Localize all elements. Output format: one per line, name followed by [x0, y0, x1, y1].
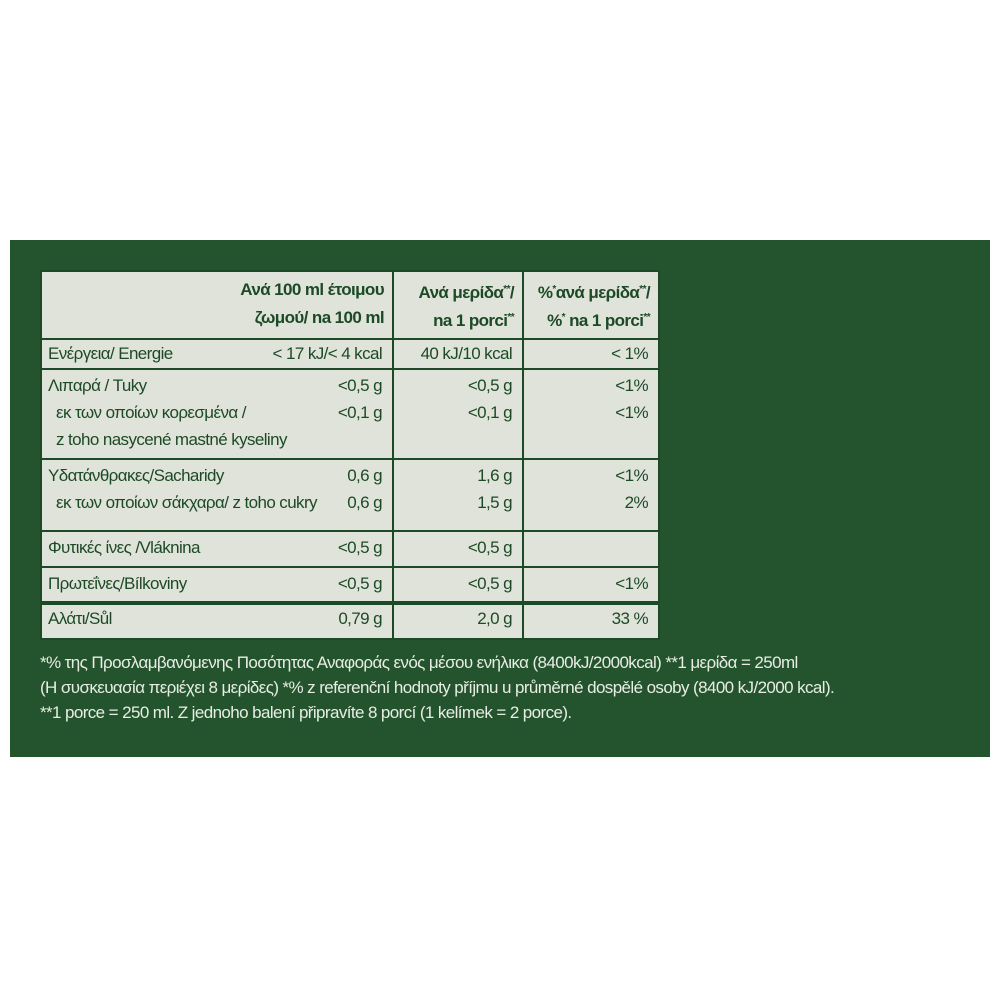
row-label: Υδατάνθρακες/Sacharidy [48, 466, 224, 485]
cell-value: <0,5 g [337, 538, 383, 557]
footnote-line: **1 porce = 250 ml. Z jednoho balení při… [40, 703, 572, 722]
header-line: %*ανά μερίδα**/ [522, 276, 651, 306]
footnote-line: *% της Προσλαμβανόμενης Ποσότητας Αναφορ… [40, 653, 798, 672]
cell-value: 0,6 g [347, 493, 382, 512]
cell-value: <0,5 g [467, 376, 513, 395]
footnote-line: (Η συσκευασία περιέχει 8 μερίδες) *% z r… [40, 678, 835, 697]
header-line: ζωμού/ na 100 ml [42, 304, 385, 331]
cell-value: <1% [615, 466, 648, 485]
column-divider [392, 272, 394, 638]
row-group: Λιπαρά / Tuky <0,5 g <0,5 g <1% εκ των οποίω… [42, 370, 658, 460]
cell-value: <1% [615, 574, 648, 593]
row-label: Φυτικές ίνες /Vláknina [48, 538, 200, 557]
header-line: %* na 1 porci** [522, 304, 650, 334]
superscript: ** [503, 284, 510, 295]
cell-value: 40 kJ/10 kcal [420, 344, 513, 363]
header-text: Ανά μερίδα [418, 283, 504, 302]
cell-value: 33 % [611, 609, 649, 628]
row-label: εκ των οποίων σάκχαρα/ z toho cukry [56, 493, 318, 512]
row-group: Ενέργεια/ Energie < 17 kJ/< 4 kcal 40 kJ/1… [42, 338, 658, 370]
cell-value: <0,1 g [337, 403, 383, 422]
row-label: Λιπαρά / Tuky [48, 376, 147, 395]
nutrition-table: Ανά 100 ml έτοιμου ζωμού/ na 100 ml Ανά με… [40, 270, 660, 640]
row-label: Ενέργεια/ Energie [48, 344, 173, 363]
cell-value: 0,79 g [338, 609, 382, 628]
footnote: *% της Προσλαμβανόμενης Ποσότητας Αναφορ… [40, 650, 835, 725]
superscript: ** [639, 284, 646, 295]
cell-value: 0,6 g [347, 466, 382, 485]
column-divider [522, 272, 524, 638]
superscript: ** [643, 312, 650, 323]
cell-value: <1% [615, 376, 648, 395]
cell-value: 1,6 g [477, 466, 512, 485]
cell-value: 2% [624, 493, 649, 512]
cell-value: 2,0 g [477, 609, 512, 628]
cell-value: <1% [615, 403, 648, 422]
header-row: Ανά 100 ml έτοιμου ζωμού/ na 100 ml Ανά με… [42, 272, 658, 340]
header-text: % [547, 311, 562, 330]
header-text: ζωμού/ na 100 ml [254, 308, 385, 327]
cell-value: < 17 kJ/< 4 kcal [272, 344, 383, 363]
cell-value: <0,1 g [467, 403, 513, 422]
header-text: ανά μερίδα [555, 283, 640, 302]
header-line: Ανά μερίδα**/ [392, 276, 515, 306]
row-label: Πρωτεΐνες/Bílkoviny [48, 574, 187, 593]
row-group: Αλάτι/Sůl 0,79 g 2,0 g 33 % [42, 603, 658, 628]
header-text: % [537, 283, 553, 302]
header-text: na 1 porci [433, 311, 508, 330]
header-text: Ανά 100 ml έτοιμου [240, 280, 384, 299]
cell-value: <0,5 g [467, 538, 513, 557]
header-text: / [509, 283, 515, 302]
row-label: z toho nasycené mastné kyseliny [56, 430, 287, 449]
header-text: / [645, 283, 651, 302]
row-group: Υδατάνθρακες/Sacharidy 0,6 g 1,6 g <1% εκ τω… [42, 460, 658, 532]
superscript: * [561, 312, 566, 323]
cell-value: <0,5 g [337, 574, 383, 593]
cell-value: 1,5 g [477, 493, 512, 512]
cell-value: < 1% [611, 344, 648, 363]
header-line: na 1 porci** [392, 304, 514, 334]
header-text: na 1 porci [564, 311, 644, 330]
cell-value: <0,5 g [467, 574, 513, 593]
cell-value: <0,5 g [337, 376, 383, 395]
superscript: * [552, 284, 556, 295]
row-label: εκ των οποίων κορεσμένα / [56, 403, 246, 422]
row-group: Πρωτεΐνες/Bílkoviny <0,5 g <0,5 g <1% [42, 568, 658, 603]
row-group: Φυτικές ίνες /Vláknina <0,5 g <0,5 g [42, 532, 658, 568]
row-label: Αλάτι/Sůl [48, 609, 112, 628]
header-line: Ανά 100 ml έτοιμου [42, 276, 384, 303]
superscript: ** [507, 312, 514, 323]
